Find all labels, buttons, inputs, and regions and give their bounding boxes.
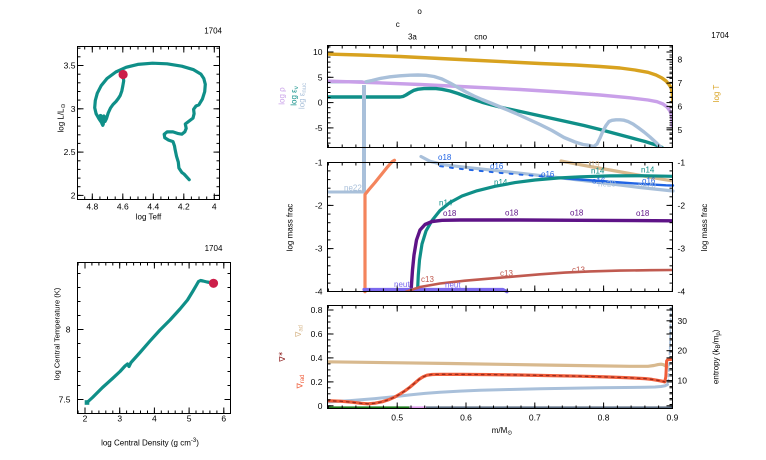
svg-text:log Teff: log Teff xyxy=(136,213,162,222)
svg-text:2: 2 xyxy=(71,190,76,200)
svg-text:4.8: 4.8 xyxy=(86,201,98,211)
svg-text:0.7: 0.7 xyxy=(529,413,541,423)
svg-text:0.8: 0.8 xyxy=(311,305,323,315)
svg-text:5: 5 xyxy=(187,414,192,424)
svg-text:3.5: 3.5 xyxy=(64,61,76,71)
svg-text:4.4: 4.4 xyxy=(147,201,159,211)
svg-text:8: 8 xyxy=(678,55,683,65)
svg-text:3: 3 xyxy=(71,104,76,114)
svg-text:ne22: ne22 xyxy=(344,184,362,193)
svg-text:1704: 1704 xyxy=(711,31,729,40)
svg-text:o18: o18 xyxy=(505,209,519,218)
svg-text:7: 7 xyxy=(678,78,683,88)
svg-text:o16: o16 xyxy=(592,177,606,186)
svg-text:log Central Temperature (K): log Central Temperature (K) xyxy=(53,287,62,380)
svg-text:log Central Density (g cm-3): log Central Density (g cm-3) xyxy=(101,438,199,448)
svg-text:30: 30 xyxy=(678,316,688,326)
svg-text:1704: 1704 xyxy=(204,27,222,36)
svg-text:0.5: 0.5 xyxy=(391,413,403,423)
svg-text:∇rad: ∇rad xyxy=(296,374,307,389)
svg-text:4: 4 xyxy=(212,201,217,211)
svg-text:0.2: 0.2 xyxy=(311,377,323,387)
svg-text:c13: c13 xyxy=(421,275,434,284)
svg-text:o16: o16 xyxy=(642,177,656,186)
svg-text:2: 2 xyxy=(83,414,88,424)
svg-text:-3: -3 xyxy=(678,244,686,254)
svg-text:7.5: 7.5 xyxy=(59,395,71,405)
svg-text:log mass frac: log mass frac xyxy=(286,204,295,252)
svg-text:m/M⊙: m/M⊙ xyxy=(492,426,513,437)
svg-text:-3: -3 xyxy=(315,244,323,254)
svg-text:6: 6 xyxy=(678,101,683,111)
svg-text:log T: log T xyxy=(712,85,721,103)
svg-text:log mass frac: log mass frac xyxy=(700,204,709,252)
svg-text:5: 5 xyxy=(678,125,683,135)
svg-text:0.4: 0.4 xyxy=(311,353,323,363)
svg-text:0: 0 xyxy=(318,98,323,108)
svg-text:-5: -5 xyxy=(315,123,323,133)
svg-text:0.6: 0.6 xyxy=(460,413,472,423)
svg-text:ne20: ne20 xyxy=(598,180,616,189)
svg-text:o18: o18 xyxy=(636,209,650,218)
svg-text:4.6: 4.6 xyxy=(117,201,129,211)
svg-text:o16: o16 xyxy=(541,170,555,179)
svg-text:5: 5 xyxy=(318,72,323,82)
svg-text:0: 0 xyxy=(318,401,323,411)
svg-text:20: 20 xyxy=(678,346,688,356)
svg-text:log εν: log εν xyxy=(290,86,301,105)
svg-text:o: o xyxy=(417,7,422,16)
svg-text:-1: -1 xyxy=(678,157,686,167)
svg-text:-2: -2 xyxy=(315,200,323,210)
svg-text:log ρ: log ρ xyxy=(278,87,287,105)
svg-text:c13: c13 xyxy=(572,266,585,275)
svg-text:o18: o18 xyxy=(570,209,584,218)
svg-text:4.2: 4.2 xyxy=(178,201,190,211)
svg-text:neut: neut xyxy=(445,281,461,290)
svg-text:10: 10 xyxy=(678,376,688,386)
svg-text:neut: neut xyxy=(394,280,410,289)
svg-text:cno: cno xyxy=(474,33,487,42)
svg-text:log L/L⊙: log L/L⊙ xyxy=(57,103,68,132)
svg-text:0.9: 0.9 xyxy=(666,413,678,423)
svg-text:10: 10 xyxy=(313,47,323,57)
svg-text:3: 3 xyxy=(117,414,122,424)
svg-text:-4: -4 xyxy=(315,287,323,297)
svg-text:3a: 3a xyxy=(408,33,417,42)
svg-text:c13: c13 xyxy=(500,269,513,278)
svg-text:entropy (kB/mp): entropy (kB/mp) xyxy=(712,329,723,384)
svg-text:n14: n14 xyxy=(439,199,453,208)
svg-text:∇ad: ∇ad xyxy=(294,325,305,338)
svg-text:6: 6 xyxy=(221,414,226,424)
svg-text:f19: f19 xyxy=(589,160,601,169)
svg-text:o18: o18 xyxy=(438,153,452,162)
svg-text:4: 4 xyxy=(152,414,157,424)
svg-text:log εnuc: log εnuc xyxy=(298,83,309,109)
svg-text:-4: -4 xyxy=(678,287,686,297)
svg-text:-2: -2 xyxy=(678,200,686,210)
svg-text:1704: 1704 xyxy=(205,244,223,253)
svg-text:-1: -1 xyxy=(315,157,323,167)
svg-text:∇∗: ∇∗ xyxy=(278,351,287,362)
svg-text:n14: n14 xyxy=(591,167,605,176)
svg-text:n14: n14 xyxy=(641,166,655,175)
svg-text:n14: n14 xyxy=(494,178,508,187)
svg-text:ne20: ne20 xyxy=(638,181,656,190)
svg-text:2.5: 2.5 xyxy=(64,147,76,157)
svg-text:c: c xyxy=(396,20,400,29)
svg-text:0.8: 0.8 xyxy=(598,413,610,423)
svg-text:0.6: 0.6 xyxy=(311,329,323,339)
svg-text:o18: o18 xyxy=(443,209,457,218)
svg-text:8: 8 xyxy=(66,325,71,335)
svg-text:o16: o16 xyxy=(490,162,504,171)
